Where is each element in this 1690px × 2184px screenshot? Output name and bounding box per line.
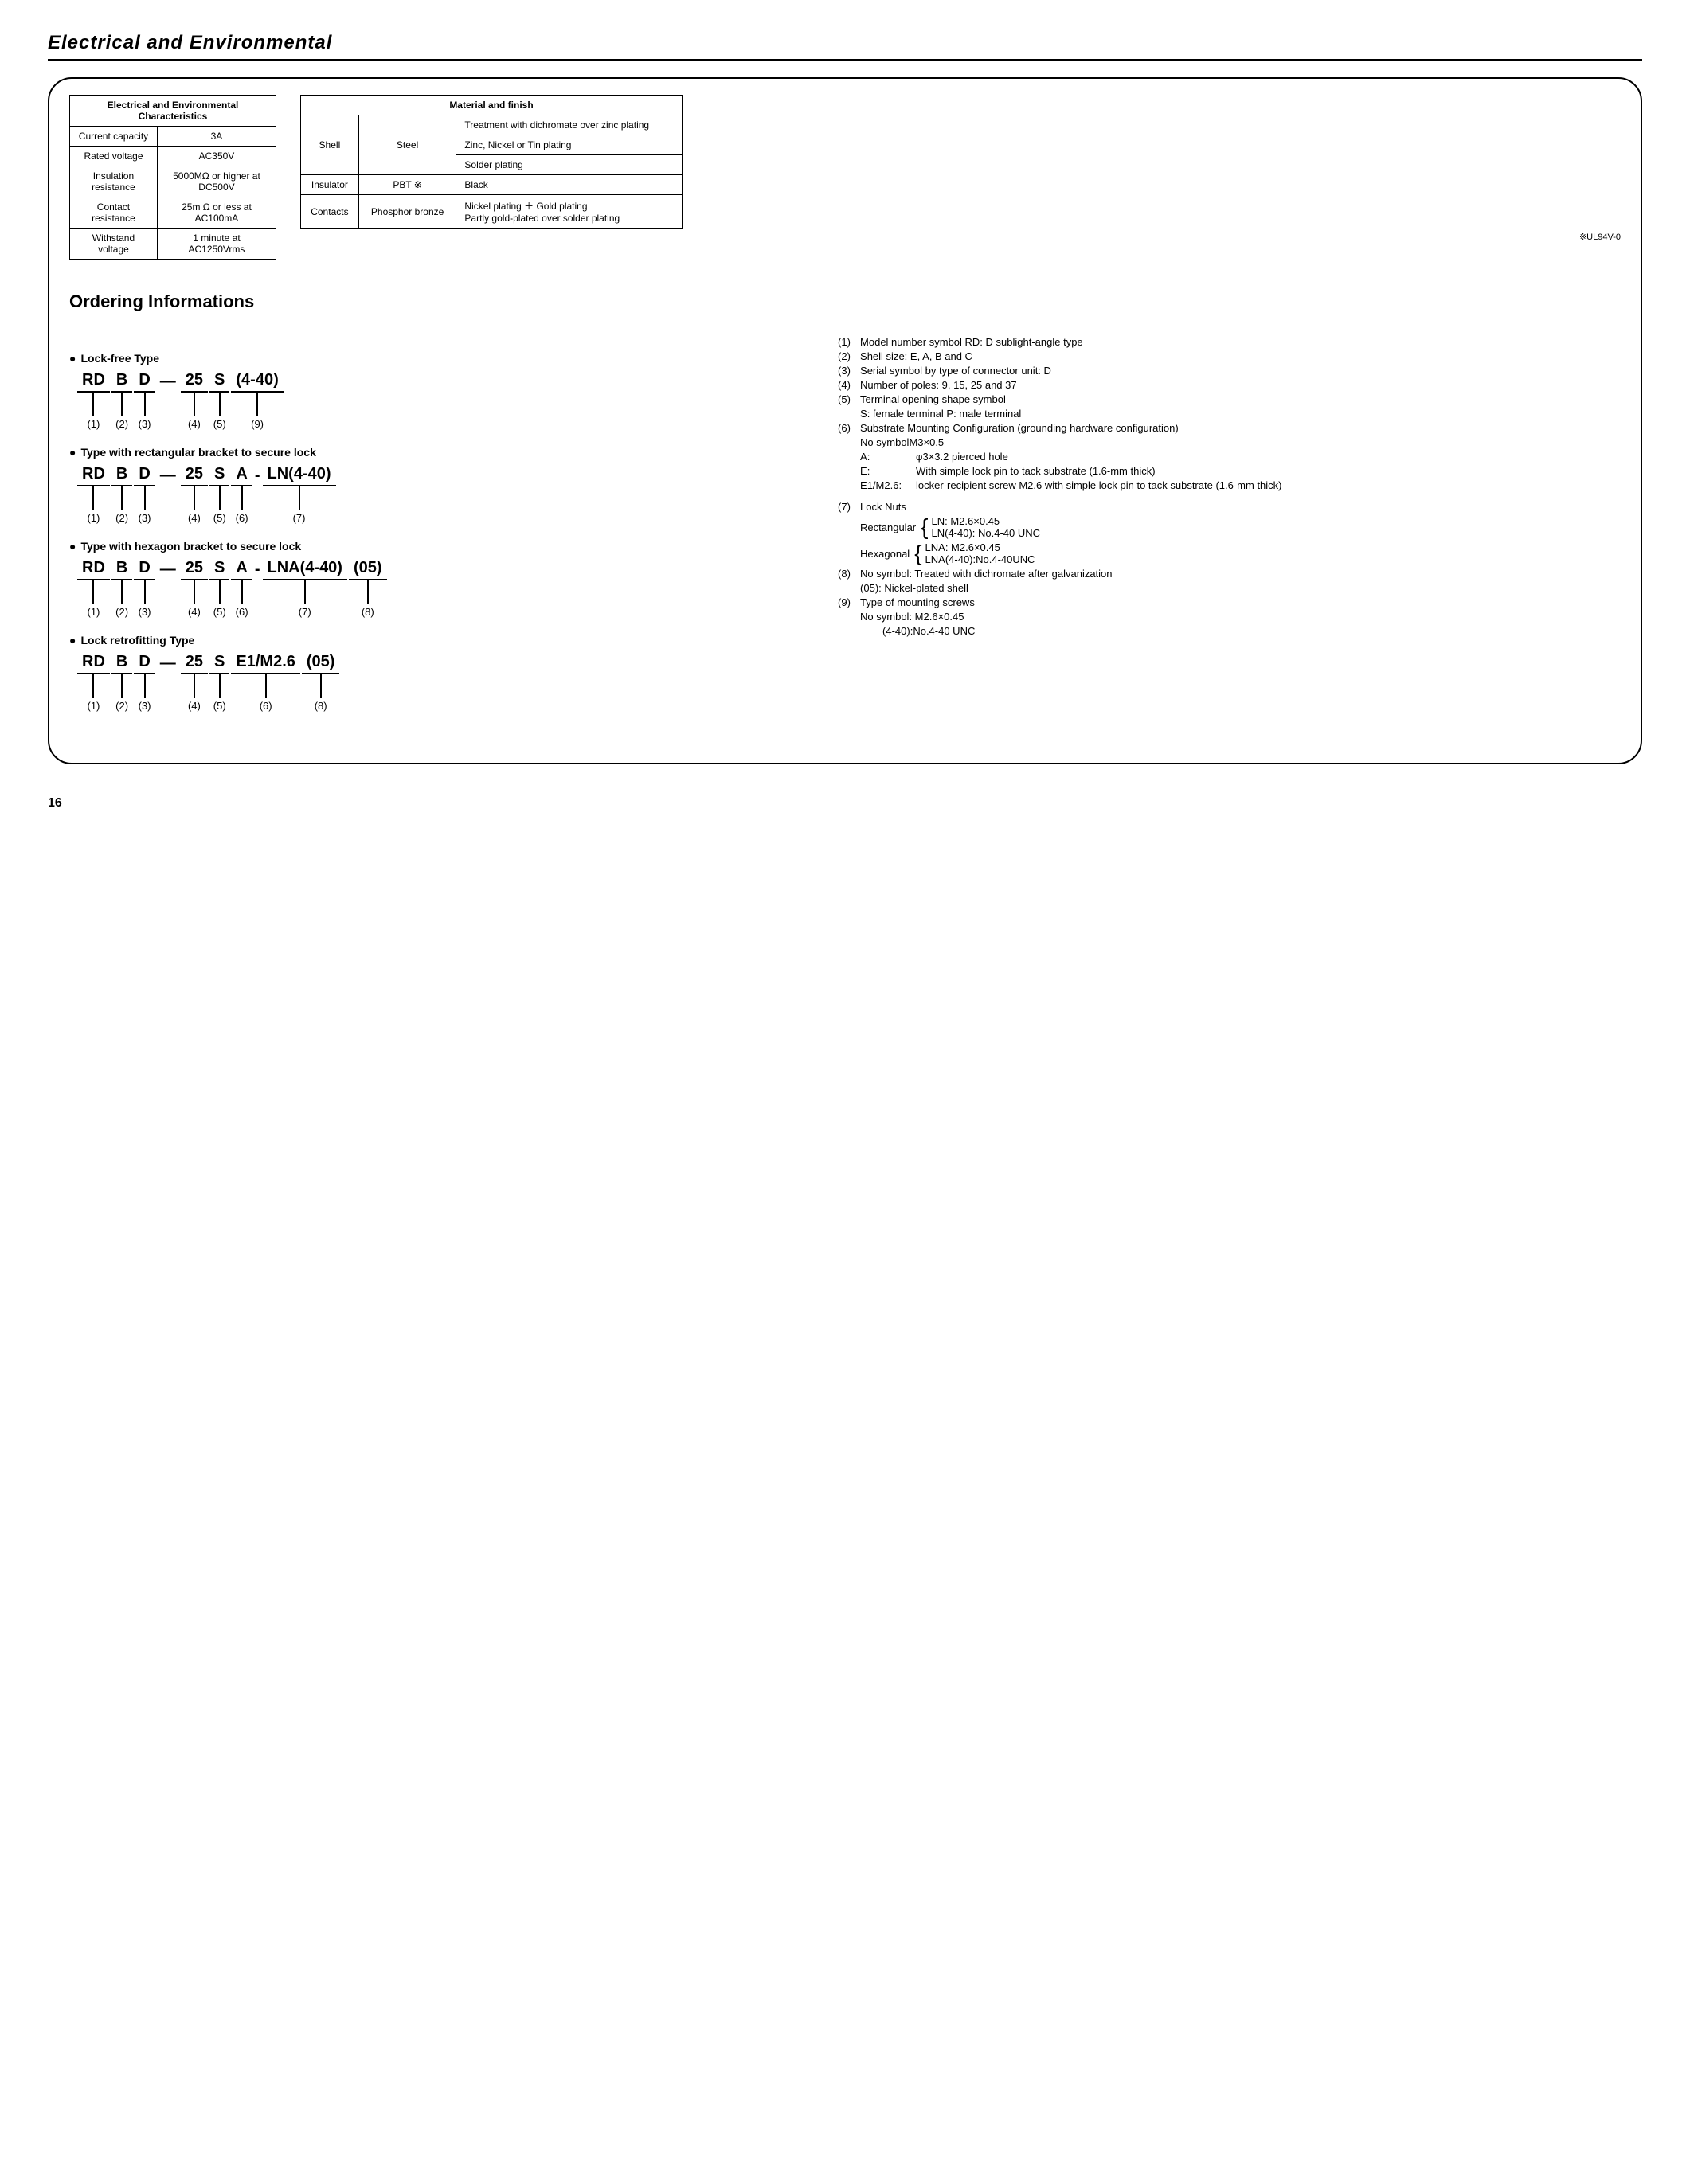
- pn-segment: RD(1): [77, 465, 110, 524]
- ordering-diagrams: Lock-free Type RD(1)B(2)D(3)—25(4)S(5)(4…: [69, 336, 814, 715]
- mat-insulator-treat: Black: [456, 175, 683, 195]
- page-number: 16: [48, 796, 1642, 811]
- page-title: Electrical and Environmental: [48, 32, 1642, 54]
- mat-shell-mat: Steel: [358, 115, 456, 175]
- elec-row-value: 25m Ω or less at AC100mA: [157, 197, 276, 229]
- legend-item: (8)No symbol: Treated with dichromate af…: [838, 568, 1621, 580]
- mat-shell-label: Shell: [301, 115, 359, 175]
- elec-table-title: Electrical and Environmental Characteris…: [70, 96, 276, 127]
- pn-segment: RD(1): [77, 371, 110, 430]
- pn-segment: LNA(4-40)(7): [263, 559, 347, 618]
- elec-row-value: 1 minute at AC1250Vrms: [157, 229, 276, 260]
- pn-segment: A(6): [231, 559, 252, 618]
- pn-segment: B(2): [111, 559, 132, 618]
- legend-item: (9)Type of mounting screws: [838, 596, 1621, 608]
- pn-segment: B(2): [111, 653, 132, 712]
- elec-row-value: 3A: [157, 127, 276, 147]
- legend-sub: E:With simple lock pin to tack substrate…: [860, 465, 1621, 477]
- ordering-heading: Ordering Informations: [69, 291, 1621, 312]
- pn-segment: B(2): [111, 371, 132, 430]
- pn-segment: RD(1): [77, 559, 110, 618]
- legend-item: (5)Terminal opening shape symbol: [838, 393, 1621, 405]
- elec-row-value: 5000MΩ or higher at DC500V: [157, 166, 276, 197]
- pn-rect: RD(1)B(2)D(3)—25(4)S(5)A(6)-LN(4-40)(7): [77, 465, 814, 524]
- type-rect-title: Type with rectangular bracket to secure …: [69, 446, 814, 459]
- legend-sub: Rectangular { LN: M2.6×0.45 LN(4-40): No…: [838, 515, 1621, 539]
- pn-segment: (05)(8): [349, 559, 387, 618]
- pn-segment: S(5): [209, 559, 229, 618]
- legend-item: (6)Substrate Mounting Configuration (gro…: [838, 422, 1621, 434]
- elec-row-label: Insulation resistance: [70, 166, 158, 197]
- pn-segment: 25(4): [181, 653, 208, 712]
- legend-sub: S: female terminal P: male terminal: [860, 408, 1621, 420]
- legend-item: (2)Shell size: E, A, B and C: [838, 350, 1621, 362]
- mat-shell-treat: Zinc, Nickel or Tin plating: [456, 135, 683, 155]
- pn-segment: D(3): [134, 653, 155, 712]
- elec-row-label: Withstand voltage: [70, 229, 158, 260]
- legend-sub: No symbolM3×0.5: [860, 436, 1621, 448]
- legend-sub: (4-40):No.4-40 UNC: [882, 625, 1621, 637]
- pn-hex: RD(1)B(2)D(3)—25(4)S(5)A(6)-LNA(4-40)(7)…: [77, 559, 814, 618]
- mat-shell-treat: Treatment with dichromate over zinc plat…: [456, 115, 683, 135]
- mat-table-title: Material and finish: [301, 96, 683, 115]
- elec-row-label: Contact resistance: [70, 197, 158, 229]
- legend-sub: No symbol: M2.6×0.45: [860, 611, 1621, 623]
- material-table: Material and finish Shell Steel Treatmen…: [300, 95, 683, 229]
- legend-item: (3)Serial symbol by type of connector un…: [838, 365, 1621, 377]
- type-retro-title: Lock retrofitting Type: [69, 634, 814, 647]
- pn-segment: RD(1): [77, 653, 110, 712]
- pn-segment: S(5): [209, 465, 229, 524]
- mat-contacts-treat: Nickel plating ＋ Gold plating Partly gol…: [456, 195, 683, 229]
- pn-segment: 25(4): [181, 559, 208, 618]
- mat-footnote: ※UL94V-0: [300, 232, 1621, 242]
- pn-segment: D(3): [134, 371, 155, 430]
- title-rule: [48, 59, 1642, 61]
- ordering-section: Lock-free Type RD(1)B(2)D(3)—25(4)S(5)(4…: [69, 336, 1621, 715]
- legend-item: (1)Model number symbol RD: D sublight-an…: [838, 336, 1621, 348]
- mat-contacts-mat: Phosphor bronze: [358, 195, 456, 229]
- pn-segment: (05)(8): [302, 653, 340, 712]
- pn-retro: RD(1)B(2)D(3)—25(4)S(5)E1/M2.6(6)(05)(8): [77, 653, 814, 712]
- pn-segment: S(5): [209, 371, 229, 430]
- legend-sub: E1/M2.6:locker-recipient screw M2.6 with…: [860, 479, 1621, 491]
- mat-insulator-mat: PBT ※: [358, 175, 456, 195]
- mat-shell-treat: Solder plating: [456, 155, 683, 175]
- pn-segment: 25(4): [181, 371, 208, 430]
- content-frame: Electrical and Environmental Characteris…: [48, 77, 1642, 764]
- pn-segment: B(2): [111, 465, 132, 524]
- type-hex-title: Type with hexagon bracket to secure lock: [69, 540, 814, 553]
- ordering-legend: (1)Model number symbol RD: D sublight-an…: [838, 336, 1621, 715]
- legend-item: (4)Number of poles: 9, 15, 25 and 37: [838, 379, 1621, 391]
- top-tables: Electrical and Environmental Characteris…: [69, 95, 1621, 260]
- pn-segment: D(3): [134, 465, 155, 524]
- elec-row-value: AC350V: [157, 147, 276, 166]
- legend-sub: A:φ3×3.2 pierced hole: [860, 451, 1621, 463]
- type-lockfree-title: Lock-free Type: [69, 352, 814, 365]
- elec-row-label: Current capacity: [70, 127, 158, 147]
- electrical-table: Electrical and Environmental Characteris…: [69, 95, 276, 260]
- legend-sub: Hexagonal { LNA: M2.6×0.45 LNA(4-40):No.…: [838, 541, 1621, 565]
- mat-contacts-label: Contacts: [301, 195, 359, 229]
- pn-segment: S(5): [209, 653, 229, 712]
- pn-segment: E1/M2.6(6): [231, 653, 299, 712]
- pn-lockfree: RD(1)B(2)D(3)—25(4)S(5)(4-40)(9): [77, 371, 814, 430]
- mat-insulator-label: Insulator: [301, 175, 359, 195]
- pn-segment: A(6): [231, 465, 252, 524]
- legend-sub: (05): Nickel-plated shell: [860, 582, 1621, 594]
- elec-row-label: Rated voltage: [70, 147, 158, 166]
- pn-segment: 25(4): [181, 465, 208, 524]
- pn-segment: LN(4-40)(7): [263, 465, 336, 524]
- pn-segment: (4-40)(9): [231, 371, 283, 430]
- pn-segment: D(3): [134, 559, 155, 618]
- legend-item: (7)Lock Nuts: [838, 501, 1621, 513]
